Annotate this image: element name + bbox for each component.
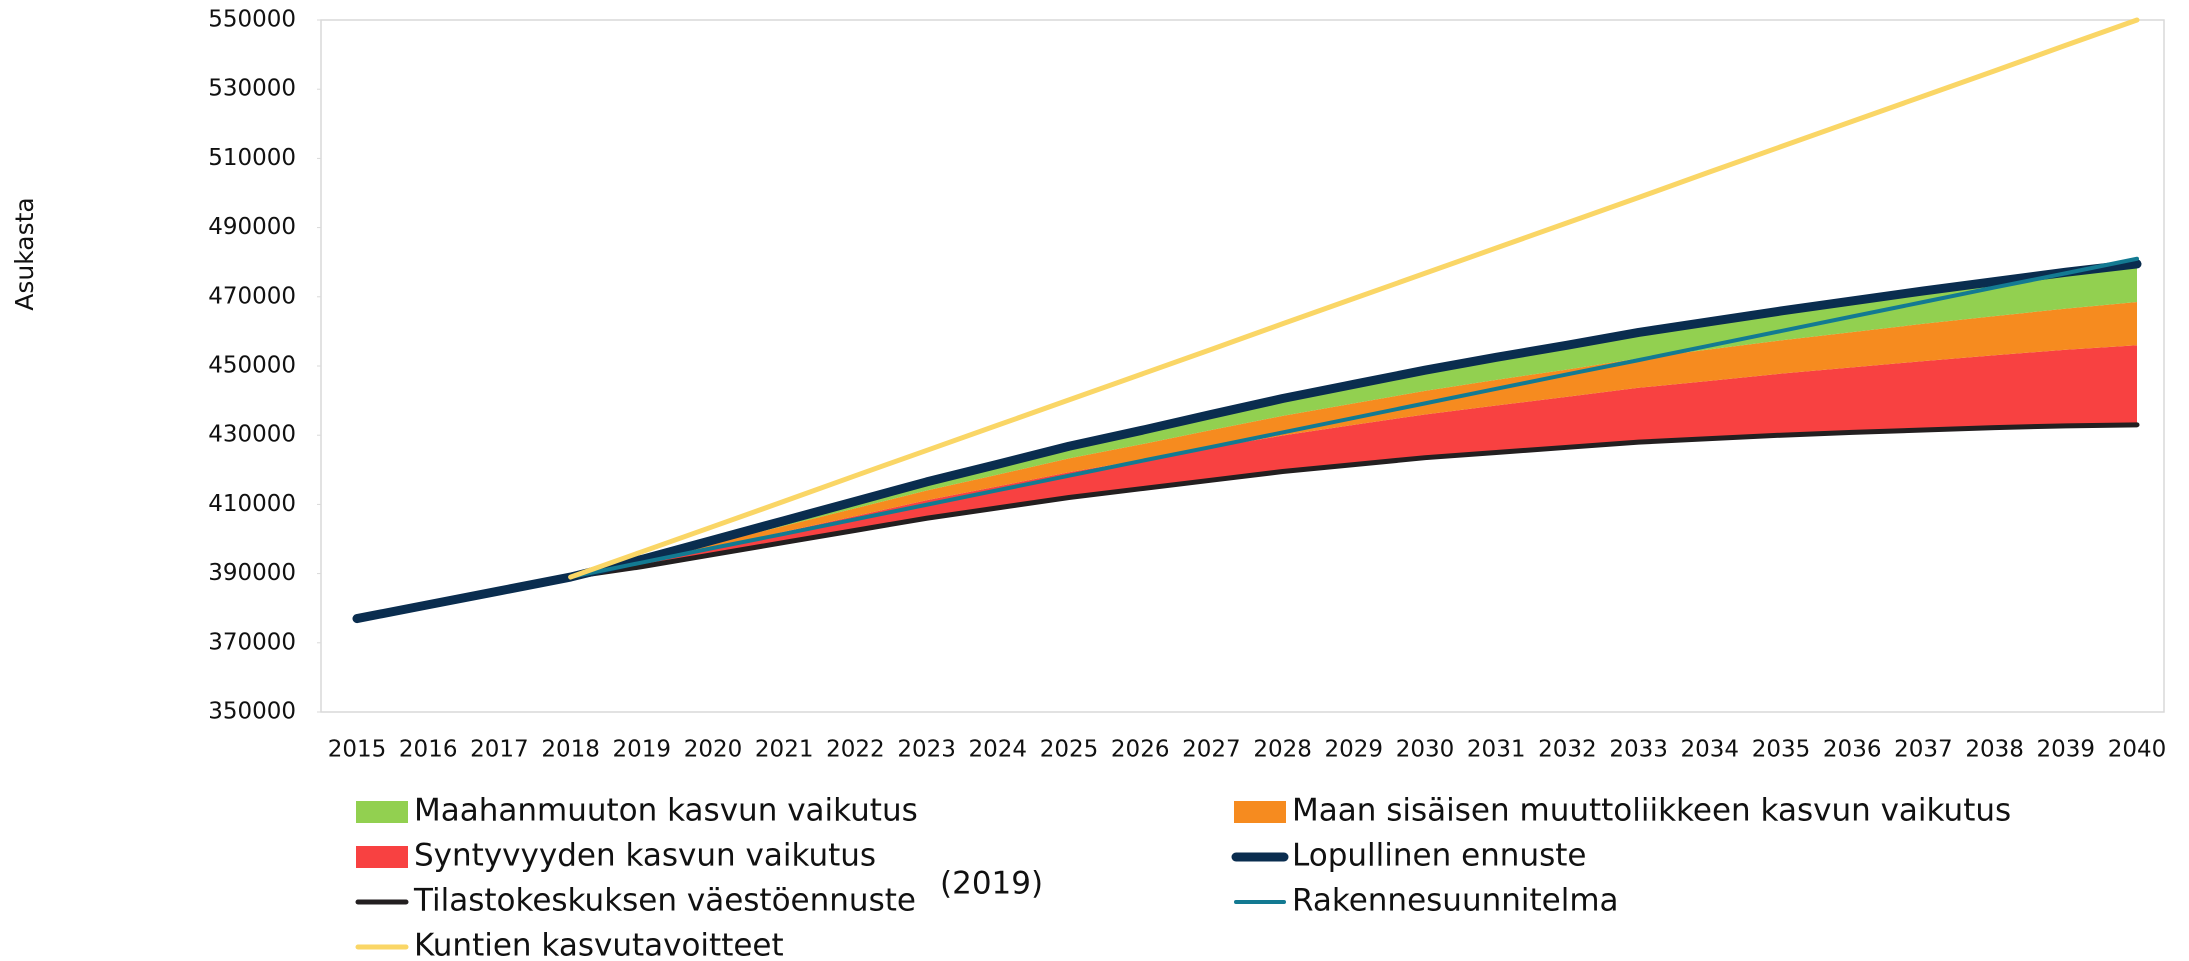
y-tick-label: 350000 [208,699,296,725]
x-tick-label: 2038 [1965,737,2024,763]
x-tick-label: 2021 [755,737,814,763]
y-tick-label: 470000 [208,283,296,309]
legend-label: Maan sisäisen muuttoliikkeen kasvun vaik… [1292,793,2011,829]
x-tick-label: 2015 [328,737,387,763]
legend-swatch [356,801,408,823]
legend-label: Maahanmuuton kasvun vaikutus [414,793,918,829]
x-tick-label: 2019 [613,737,672,763]
x-tick-label: 2035 [1752,737,1811,763]
x-tick-label: 2039 [2037,737,2096,763]
x-tick-label: 2026 [1111,737,1170,763]
x-tick-label: 2033 [1609,737,1668,763]
y-tick-label: 450000 [208,353,296,379]
series-line [354,422,2140,622]
x-tick-label: 2029 [1325,737,1384,763]
x-tick-label: 2018 [541,737,600,763]
x-tick-label: 2024 [969,737,1028,763]
x-tick-label: 2030 [1396,737,1455,763]
y-tick-label: 490000 [208,214,296,240]
series-line [568,256,2139,580]
x-tick-label: 2032 [1538,737,1597,763]
stacked-area [570,345,2137,578]
y-tick-label: 510000 [208,145,296,171]
legend-swatch [356,846,408,868]
stacked-area [570,301,2137,578]
stacked-area [570,263,2137,578]
legend-label: Rakennesuunnitelma [1292,883,1619,919]
y-axis-label: Asukasta [10,197,39,310]
legend-label: Tilastokeskuksen väestöennuste [413,883,916,919]
x-tick-label: 2031 [1467,737,1526,763]
y-tick-label: 390000 [208,560,296,586]
legend-label: Kuntien kasvutavoitteet [414,928,784,961]
y-tick-label: 430000 [208,422,296,448]
x-tick-label: 2020 [684,737,743,763]
y-tick-label: 550000 [208,7,296,33]
y-tick-label: 530000 [208,76,296,102]
x-tick-label: 2027 [1182,737,1241,763]
legend-label: Lopullinen ennuste [1292,838,1586,874]
x-tick-label: 2034 [1681,737,1740,763]
annotation: (2019) [940,866,1043,902]
series-line [352,259,2142,624]
y-tick-label: 410000 [208,491,296,517]
legend-swatch [1234,801,1286,823]
x-tick-label: 2028 [1253,737,1312,763]
x-tick-label: 2017 [470,737,529,763]
x-tick-label: 2036 [1823,737,1882,763]
x-tick-label: 2037 [1894,737,1953,763]
x-tick-label: 2023 [897,737,956,763]
x-tick-label: 2016 [399,737,458,763]
x-tick-label: 2040 [2108,737,2167,763]
x-tick-label: 2025 [1040,737,1099,763]
series-line [568,17,2140,580]
legend-label: Syntyvyyden kasvun vaikutus [414,838,876,874]
y-tick-label: 370000 [208,629,296,655]
x-tick-label: 2022 [826,737,885,763]
